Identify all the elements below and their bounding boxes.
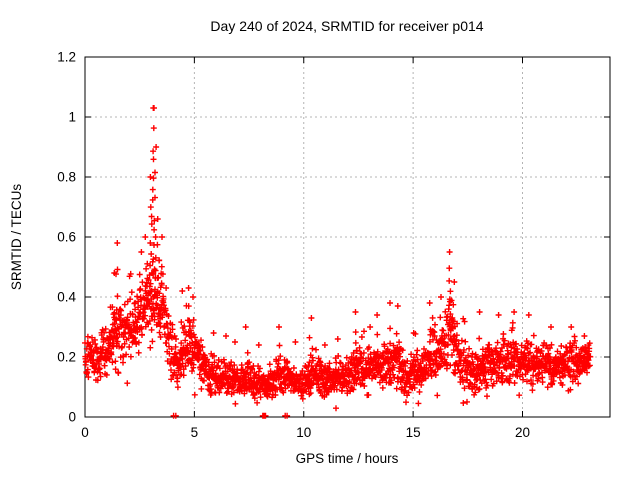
x-tick-label: 5 (191, 425, 199, 440)
x-tick-label: 15 (406, 425, 421, 440)
y-tick-label: 0 (68, 410, 76, 425)
y-tick-label: 0.2 (57, 350, 76, 365)
x-tick-label: 20 (515, 425, 530, 440)
x-tick-label: 0 (81, 425, 89, 440)
y-tick-label: 0.6 (57, 230, 76, 245)
x-axis-label: GPS time / hours (296, 451, 399, 466)
grid-lines (85, 57, 610, 417)
plot-generated-layer: 0 5 10 15 20 0 0.2 0.4 0.6 0.8 1 1.2 (57, 50, 611, 440)
data-points (82, 105, 594, 419)
x-tick-label: 10 (296, 425, 311, 440)
y-tick-label: 0.8 (57, 170, 76, 185)
chart-title: Day 240 of 2024, SRMTID for receiver p01… (210, 18, 483, 34)
y-tick-label: 1.2 (57, 50, 76, 65)
plot-border (84, 56, 611, 418)
y-axis-label: SRMTID / TECUs (9, 184, 24, 291)
y-tick-label: 0.4 (57, 290, 76, 305)
y-tick-label: 1 (68, 110, 76, 125)
